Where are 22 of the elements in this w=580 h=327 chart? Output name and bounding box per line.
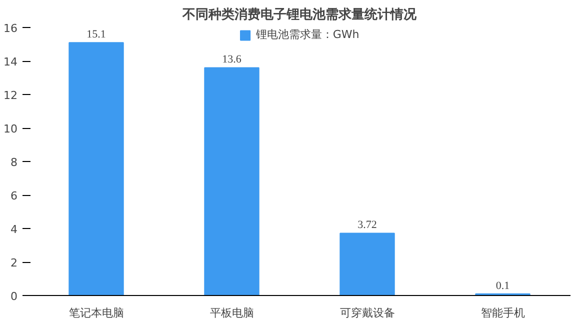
y-tick-label: 2 [10,256,18,270]
y-tick-label: 6 [10,190,18,202]
x-tick-label: 智能手机 [480,306,525,320]
legend-label: 锂电池需求量：GWh [256,27,360,42]
bar [68,42,124,296]
data-label: 15.1 [86,28,106,41]
y-tick-label: 0 [10,290,18,303]
y-tick-label: 14 [4,56,18,68]
bar [204,67,260,296]
data-label: 3.72 [358,219,377,232]
x-tick-label: 平板电脑 [210,306,254,320]
y-tick-label: 8 [10,156,18,169]
data-label: 0.1 [496,280,510,292]
bar [340,232,395,296]
y-tick-label: 16 [4,22,18,35]
y-tick-label: 12 [4,89,18,102]
x-tick-label: 可穿戴设备 [340,306,395,320]
x-tick-label: 笔记本电脑 [68,306,124,320]
y-tick-label: 10 [4,122,18,136]
chart-title: 不同种类消费电子锂电池需求量统计情况 [182,6,418,22]
y-tick-label: 4 [10,223,18,236]
data-label: 13.6 [222,54,242,66]
